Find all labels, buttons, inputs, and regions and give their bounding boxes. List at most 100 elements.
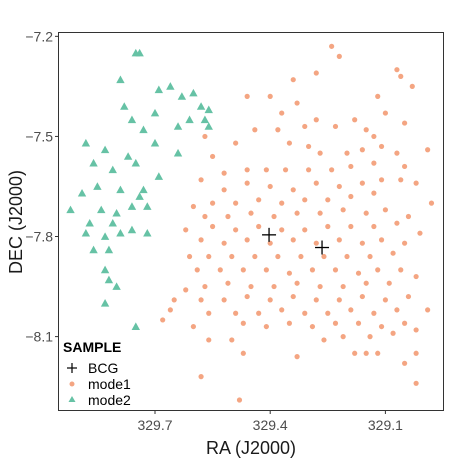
point-bcg	[262, 227, 277, 242]
point-mode1	[267, 240, 273, 246]
point-mode1	[340, 334, 346, 340]
point-mode1	[398, 73, 404, 79]
point-mode2	[196, 102, 206, 110]
point-mode2	[189, 88, 198, 97]
point-mode1	[233, 200, 239, 206]
point-mode1	[352, 350, 358, 356]
point-mode1	[344, 150, 350, 156]
point-mode1	[340, 283, 346, 290]
point-mode1	[313, 240, 319, 246]
point-mode1	[194, 267, 200, 273]
point-mode1	[317, 283, 323, 290]
point-mode1	[198, 237, 204, 243]
point-mode1	[336, 237, 342, 243]
point-mode1	[167, 307, 173, 313]
point-mode2	[77, 188, 87, 197]
point-mode2	[112, 208, 121, 217]
point-mode1	[202, 283, 208, 290]
point-mode1	[256, 310, 262, 316]
point-mode1	[359, 240, 365, 246]
point-mode1	[252, 253, 258, 260]
point-mode1	[313, 297, 319, 303]
point-mode1	[336, 183, 342, 190]
point-mode1	[390, 330, 396, 336]
x-tick-label: 329.4	[253, 417, 288, 433]
x-axis-ticks: 329.7 329.4 329.1	[137, 410, 403, 433]
legend: SAMPLE BCG mode1 mode2	[63, 339, 131, 408]
point-mode1	[225, 213, 231, 220]
point-mode1	[309, 267, 316, 273]
point-mode1	[271, 213, 277, 220]
point-mode2	[127, 115, 137, 124]
point-mode2	[127, 225, 137, 234]
point-mode1	[378, 177, 385, 183]
point-mode1	[425, 147, 431, 153]
point-mode1	[183, 287, 189, 293]
point-mode1	[398, 177, 404, 183]
point-mode1	[275, 253, 281, 260]
point-mode1	[202, 133, 208, 140]
point-mode1	[221, 240, 227, 246]
point-mode1	[198, 374, 204, 380]
series-mode2	[66, 48, 213, 330]
point-mode1	[409, 83, 415, 89]
point-mode1	[244, 237, 250, 243]
point-mode2	[108, 218, 117, 227]
point-mode2	[120, 102, 129, 110]
point-mode1	[382, 297, 388, 303]
point-mode1	[359, 180, 365, 186]
y-tick-label: −7.5	[25, 128, 53, 144]
point-mode1	[382, 110, 388, 116]
legend-label-bcg: BCG	[88, 360, 118, 376]
point-mode1	[221, 297, 227, 303]
point-mode1	[394, 307, 400, 313]
point-mode2	[135, 192, 144, 200]
point-mode1	[298, 253, 304, 260]
point-mode1	[371, 133, 377, 140]
point-mode1	[325, 223, 331, 230]
point-mode1	[233, 227, 239, 233]
point-mode2	[116, 228, 125, 237]
point-mode1	[221, 170, 227, 176]
series-bcg	[262, 227, 330, 255]
point-mode1	[348, 307, 354, 313]
point-mode2	[204, 105, 213, 114]
point-mode1	[286, 320, 292, 326]
point-mode1	[210, 223, 216, 230]
point-mode1	[367, 253, 373, 260]
point-mode1	[363, 350, 369, 356]
point-mode1	[336, 297, 342, 303]
y-tick-label: −7.8	[25, 229, 53, 245]
point-mode2	[104, 245, 114, 254]
point-mode1	[375, 267, 381, 273]
point-mode1	[336, 53, 342, 59]
point-mode2	[139, 185, 148, 194]
point-mode1	[375, 350, 381, 356]
point-mode1	[386, 280, 392, 286]
point-mode1	[244, 180, 250, 186]
point-mode1	[294, 210, 300, 216]
x-tick-label: 329.7	[137, 417, 172, 433]
point-mode2	[166, 82, 175, 90]
point-mode1	[402, 240, 408, 246]
point-mode1	[286, 270, 292, 276]
point-mode1	[271, 283, 277, 290]
point-mode1	[382, 207, 388, 213]
point-mode2	[81, 228, 91, 237]
point-mode1	[390, 250, 396, 256]
point-mode1	[355, 320, 362, 326]
point-mode1	[267, 183, 273, 190]
point-mode1	[279, 227, 285, 233]
point-mode1	[217, 267, 223, 273]
point-mode2	[150, 138, 160, 147]
point-mode1	[402, 320, 408, 326]
point-mode2	[154, 85, 164, 94]
point-mode1	[398, 267, 404, 273]
point-mode1	[190, 203, 196, 210]
point-mode2	[108, 165, 117, 174]
point-mode1	[221, 187, 227, 193]
point-mode1	[210, 200, 216, 206]
point-mode1	[279, 307, 285, 313]
point-mode2	[89, 158, 98, 167]
legend-label-mode2: mode2	[88, 392, 131, 408]
